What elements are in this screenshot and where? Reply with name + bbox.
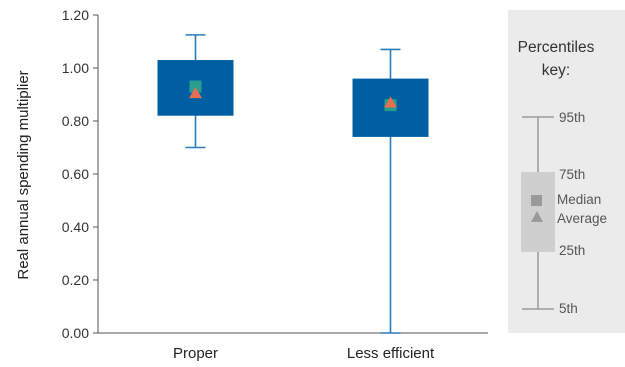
key-label-75th: 75th xyxy=(559,167,585,182)
key-median-marker xyxy=(531,195,542,206)
y-tick-label: 0.80 xyxy=(62,113,89,129)
percentiles-key: Percentiles key: 95th 75th Median Averag… xyxy=(508,10,625,333)
y-tick-label: 1.20 xyxy=(62,7,89,23)
key-label-average: Average xyxy=(557,211,607,226)
average-marker xyxy=(384,96,397,108)
key-label-5th: 5th xyxy=(559,301,578,316)
key-label-25th: 25th xyxy=(559,243,585,258)
key-title-line1: Percentiles xyxy=(518,39,595,56)
y-tick-label: 0.20 xyxy=(62,272,89,288)
y-axis-label: Real annual spending multiplier xyxy=(15,70,32,279)
y-tick-label: 0.40 xyxy=(62,219,89,235)
median-marker xyxy=(189,80,202,93)
x-category-label: Proper xyxy=(173,345,218,362)
y-tick-label: 1.00 xyxy=(62,60,89,76)
y-tick-label: 0.00 xyxy=(62,325,89,341)
y-tick-label: 0.60 xyxy=(62,166,89,182)
key-label-median: Median xyxy=(557,192,601,207)
average-marker xyxy=(189,87,202,99)
x-category-label: Less efficient xyxy=(347,345,435,362)
key-average-marker xyxy=(531,211,543,222)
key-label-95th: 95th xyxy=(559,110,585,125)
plot-area: 0.00 0.20 0.40 0.60 0.80 1.00 1.20 Proper Less e… xyxy=(62,7,488,362)
key-panel xyxy=(508,10,625,333)
key-box xyxy=(521,172,555,252)
key-title-line2: key: xyxy=(542,62,570,79)
